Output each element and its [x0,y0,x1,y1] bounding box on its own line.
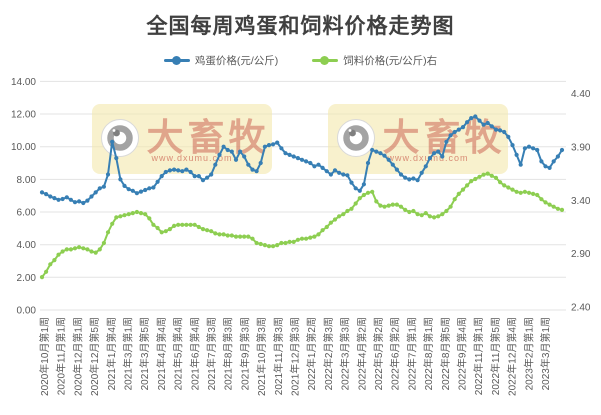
svg-text:2021年9月第3周: 2021年9月第3周 [238,317,251,390]
chart-title: 全国每周鸡蛋和饲料价格走势图 [146,15,455,38]
svg-text:3.90: 3.90 [571,142,591,153]
dxumu-logo-icon [101,119,139,157]
svg-text:2020年11月第1周: 2020年11月第1周 [55,317,68,395]
svg-text:8.00: 8.00 [17,175,37,186]
svg-text:2022年8月第1周: 2022年8月第1周 [422,317,435,390]
svg-text:2020年10月第1周: 2020年10月第1周 [38,317,51,396]
svg-text:2022年11月第5周: 2022年11月第5周 [489,317,502,395]
svg-text:2022年7月第1周: 2022年7月第1周 [405,317,418,390]
y-axis-right-labels: 2.40 2.90 3.40 3.90 4.40 [571,89,591,313]
svg-text:2021年4月第4周: 2021年4月第4周 [155,317,168,390]
svg-text:2.00: 2.00 [17,273,37,284]
feed-price-line [39,171,565,280]
watermark-brand-text: 大畜牧 [147,117,270,158]
svg-text:2022年2月第3周: 2022年2月第3周 [322,317,335,390]
legend-label-feed-price: 饲料价格(元/公斤)右 [343,55,438,67]
svg-text:12.00: 12.00 [11,110,36,121]
svg-text:2021年1月第4周: 2021年1月第4周 [105,317,118,390]
svg-text:2020年12月第5周: 2020年12月第5周 [88,317,101,396]
svg-text:2022年9月第4周: 2022年9月第4周 [456,317,469,390]
svg-text:14.00: 14.00 [11,77,36,88]
svg-text:4.40: 4.40 [571,89,591,100]
svg-text:2021年5月第4周: 2021年5月第4周 [172,317,185,390]
svg-text:2020年12月第1周: 2020年12月第1周 [71,317,84,396]
svg-text:2022年6月第2周: 2022年6月第2周 [389,317,402,390]
svg-text:2.90: 2.90 [571,249,591,260]
watermark-url-text: www.dxumu.com [386,153,468,163]
legend: 鸡蛋价格(元/公斤) 饲料价格(元/公斤)右 [0,53,601,68]
svg-text:4.00: 4.00 [17,240,37,251]
svg-text:2022年1月第2周: 2022年1月第2周 [305,317,318,390]
legend-item-egg-price[interactable]: 鸡蛋价格(元/公斤) [163,53,279,68]
y-axis-left-labels: 0.00 2.00 4.00 6.00 8.00 10.00 12.00 14.00 [11,77,36,317]
svg-text:2021年10月第3周: 2021年10月第3周 [255,317,268,396]
svg-text:2023年3月第1周: 2023年3月第1周 [539,317,552,390]
svg-text:2.40: 2.40 [571,303,591,314]
svg-text:2022年4月第2周: 2022年4月第2周 [355,317,368,390]
svg-text:2022年8月第5周: 2022年8月第5周 [439,317,452,390]
svg-text:2022年5月第2周: 2022年5月第2周 [372,317,385,390]
dxumu-logo-icon [337,119,375,157]
svg-text:2022年3月第3周: 2022年3月第3周 [339,317,352,390]
egg-price-line [39,114,565,206]
svg-text:6.00: 6.00 [17,208,37,219]
svg-text:2021年3月第5周: 2021年3月第5周 [138,317,151,390]
svg-text:2021年6月第4周: 2021年6月第4周 [188,317,201,390]
svg-text:2022年11月第1周: 2022年11月第1周 [472,317,485,395]
svg-text:10.00: 10.00 [11,142,36,153]
watermark-url-text: www.dxumu.com [150,153,232,163]
svg-text:2021年11月第3周: 2021年11月第3周 [272,317,285,395]
svg-text:2021年3月第1周: 2021年3月第1周 [122,317,135,390]
svg-text:2021年12月第3周: 2021年12月第3周 [289,317,302,396]
svg-text:3.40: 3.40 [571,196,591,207]
x-axis-labels: 2020年10月第1周 2020年11月第1周 2020年12月第1周 2020年12… [38,317,552,396]
svg-text:2022年12月第4周: 2022年12月第4周 [506,317,519,396]
legend-label-egg-price: 鸡蛋价格(元/公斤) [194,55,279,67]
svg-text:2021年8月第3周: 2021年8月第3周 [222,317,235,390]
svg-text:0.00: 0.00 [17,306,37,317]
feed-line-marker-icon [312,56,339,65]
legend-item-feed-price[interactable]: 饲料价格(元/公斤)右 [312,53,437,68]
egg-line-marker-icon [163,56,190,65]
svg-text:2021年7月第3周: 2021年7月第3周 [205,317,218,390]
svg-text:2023年2月第1周: 2023年2月第1周 [522,317,535,390]
